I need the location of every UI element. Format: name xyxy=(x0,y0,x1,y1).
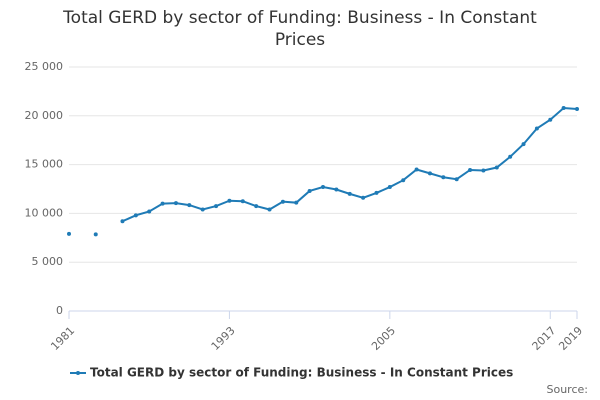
y-tick-label: 15 000 xyxy=(25,158,64,171)
point xyxy=(534,126,539,131)
point xyxy=(227,198,232,203)
point xyxy=(120,219,125,224)
point xyxy=(67,231,71,236)
point xyxy=(160,201,165,206)
title-line: Prices xyxy=(275,30,325,50)
y-tick-label: 10 000 xyxy=(25,206,64,219)
point xyxy=(401,178,406,183)
y-tick-label: 25 000 xyxy=(25,60,64,73)
point xyxy=(240,199,245,204)
point xyxy=(347,191,352,196)
title-line: Total GERD by sector of Funding: Busines… xyxy=(62,8,537,28)
point xyxy=(280,199,285,204)
point xyxy=(414,167,419,172)
point xyxy=(427,171,432,176)
y-tick-label: 0 xyxy=(56,304,63,317)
x-tick-label: 1981 xyxy=(48,324,77,353)
point xyxy=(321,185,325,190)
point xyxy=(454,177,459,182)
y-tick-label: 5 000 xyxy=(32,255,64,268)
x-tick-label: 2017 xyxy=(530,324,559,353)
legend-label: Total GERD by sector of Funding: Busines… xyxy=(90,366,513,380)
point xyxy=(187,203,192,208)
point xyxy=(334,187,339,192)
point xyxy=(561,105,566,110)
point xyxy=(374,190,379,195)
point xyxy=(468,167,473,172)
point xyxy=(481,168,486,173)
legend-marker xyxy=(76,371,80,375)
point xyxy=(575,106,579,111)
point xyxy=(494,165,499,170)
x-tick-label: 1993 xyxy=(209,324,238,353)
point xyxy=(173,201,178,206)
point xyxy=(441,175,446,180)
y-tick-label: 20 000 xyxy=(25,109,64,122)
point xyxy=(294,200,299,205)
point xyxy=(200,207,205,212)
point xyxy=(548,117,553,122)
point xyxy=(214,204,219,209)
point xyxy=(508,154,513,159)
source: Source: xyxy=(547,383,589,396)
point xyxy=(254,204,259,209)
point xyxy=(147,209,152,214)
x-tick-label: 2019 xyxy=(556,324,585,353)
chart-title: Total GERD by sector of Funding: Busines… xyxy=(62,8,537,50)
point xyxy=(307,188,312,193)
point xyxy=(93,232,98,237)
point xyxy=(267,207,272,212)
point xyxy=(133,213,138,218)
point xyxy=(361,195,366,200)
point xyxy=(521,142,526,147)
x-tick-label: 2005 xyxy=(369,324,398,353)
point xyxy=(387,185,392,190)
